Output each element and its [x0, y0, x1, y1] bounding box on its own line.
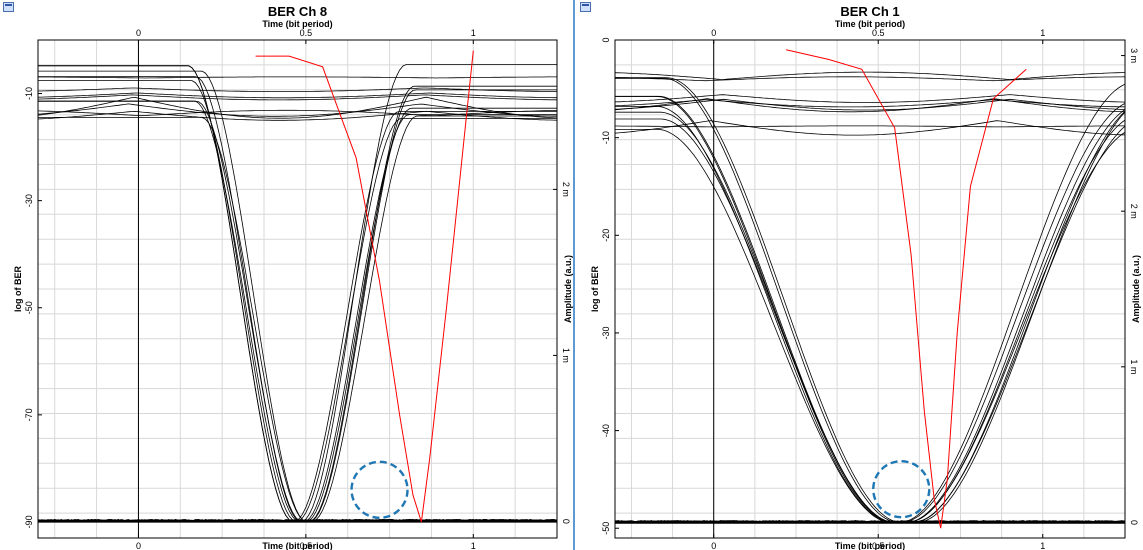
y-right-tick-label: 2 m [1129, 204, 1139, 219]
chart-panel-ch1: BER Ch 1 Time (bit period) Time (bit perio… [577, 0, 1143, 550]
eye-diagram [615, 71, 1125, 524]
eye-trace [615, 98, 1125, 111]
y-left-tick-label: -30 [601, 326, 611, 339]
y-right-tick-label: 1 m [561, 348, 571, 363]
x-tick-label-bottom: 0.5 [300, 541, 313, 550]
y-left-tick-label: -10 [24, 87, 34, 100]
eye-trace [615, 76, 1125, 82]
y-right-tick-label: 3 m [1129, 48, 1139, 63]
y-axis-right-title: Amplitude (a.u.) [1131, 255, 1141, 323]
eye-trace [615, 125, 1125, 128]
y-left-tick-label: -90 [24, 515, 34, 528]
eye-trace [615, 94, 1125, 103]
chart-title: BER Ch 8 [268, 4, 327, 19]
ber-curve [785, 49, 1027, 529]
eye-trace [38, 96, 557, 119]
y-axis-left-title: log of BER [590, 266, 600, 312]
chart-panel-ch8: BER Ch 8 Time (bit period) Time (bit perio… [3, 0, 575, 550]
y-left-tick-label: -10 [601, 131, 611, 144]
eye-trace [38, 94, 557, 101]
y-left-tick-label: -70 [24, 408, 34, 421]
y-axis-right-title: Amplitude (a.u.) [563, 255, 573, 323]
eye-trace [38, 110, 557, 121]
x-tick-label-top: 0 [136, 28, 141, 38]
y-left-tick-label: -50 [601, 522, 611, 535]
x-tick-label-bottom: 0 [136, 541, 141, 550]
plot-frame [37, 39, 558, 539]
y-right-tick-label: 1 m [1129, 359, 1139, 374]
y-axis-left-title: log of BER [13, 266, 23, 312]
x-tick-label-top: 0.5 [872, 28, 885, 38]
grid [615, 39, 1126, 539]
y-left-tick-label: -40 [601, 424, 611, 437]
x-axis-bottom-title: Time (bit period) [262, 541, 332, 550]
eye-trace [38, 109, 557, 117]
window-icon[interactable] [3, 2, 14, 12]
y-right-tick-label: 0 [1129, 520, 1139, 525]
y-right-tick-label: 2 m [561, 182, 571, 197]
eye-trace [615, 99, 1125, 108]
y-left-tick-label: -20 [601, 229, 611, 242]
x-axis-top-title: Time (bit period) [262, 19, 332, 29]
eye-trace [615, 120, 1125, 136]
y-right-tick-label: 0 [561, 519, 571, 524]
x-tick-label-top: 1 [1040, 28, 1045, 38]
y-left-tick-label: -50 [24, 301, 34, 314]
eye-trace [615, 71, 1125, 80]
x-tick-label-top: 1 [471, 28, 476, 38]
eye-trace [38, 92, 557, 99]
y-left-tick-label: 0 [601, 37, 611, 42]
plot-frame [614, 39, 1126, 539]
y-left-tick-label: -30 [24, 194, 34, 207]
x-tick-label-bottom: 1 [471, 541, 476, 550]
eye-diagram [38, 64, 557, 523]
eye-trace [615, 98, 1125, 113]
x-tick-label-top: 0.5 [300, 28, 313, 38]
x-tick-label-bottom: 0 [711, 541, 716, 550]
eye-trace [38, 103, 557, 117]
ber-curve [255, 50, 474, 523]
x-axis-top-title: Time (bit period) [835, 19, 905, 29]
x-tick-label-top: 0 [711, 28, 716, 38]
chart-title: BER Ch 1 [840, 4, 899, 19]
x-axis-bottom-title: Time (bit period) [835, 541, 905, 550]
x-tick-label-bottom: 0.5 [872, 541, 885, 550]
annotation-dashed-circle [350, 460, 409, 520]
x-tick-label-bottom: 1 [1040, 541, 1045, 550]
window-icon[interactable] [580, 2, 591, 12]
